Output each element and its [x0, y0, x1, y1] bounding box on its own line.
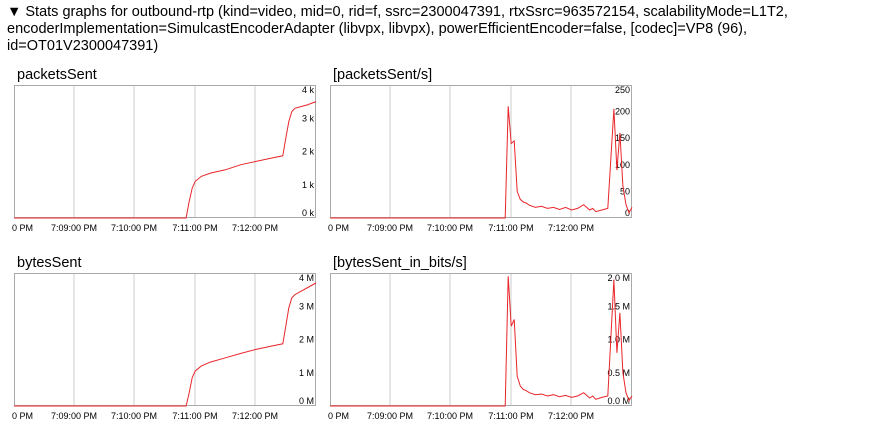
x-tick-label: 7:12:00 PM: [232, 223, 278, 233]
y-tick-label: 0.5 M: [607, 368, 630, 378]
graph-bits-sent-rate: [bytesSent_in_bits/s] 0.0 M 0.5 M 1.0 M 1.5…: [328, 255, 650, 425]
x-tick-label: 0 PM: [12, 223, 33, 233]
graph-title: [bytesSent_in_bits/s]: [333, 255, 467, 271]
x-tick-label: 7:11:00 PM: [172, 411, 217, 421]
y-tick-label: 0 M: [299, 396, 314, 406]
x-tick-label: 7:10:00 PM: [427, 411, 473, 421]
plot-frame: [14, 85, 316, 218]
chart-svg: 0 50 100 150 200 250 0 PM 7:09:00 PM 7:10:00 PM 7…: [328, 85, 633, 233]
y-tick-label: 4 M: [299, 273, 314, 283]
y-tick-label: 2.0 M: [607, 273, 630, 283]
y-tick-label: 0: [625, 208, 630, 218]
y-tick-label: 2 M: [299, 335, 314, 345]
y-tick-label: 200: [615, 107, 630, 117]
x-tick-label: 7:11:00 PM: [488, 223, 533, 233]
graph-title: bytesSent: [17, 255, 82, 271]
x-tick-label: 7:12:00 PM: [232, 411, 278, 421]
x-tick-label: 0 PM: [328, 223, 349, 233]
y-tick-label: 0 k: [302, 208, 315, 218]
graph-bytes-sent: bytesSent 0 M 1 M 2 M 3 M 4 M 0 PM 7:09:00 PM 7…: [12, 255, 334, 425]
y-tick-label: 0.0 M: [607, 396, 630, 406]
x-tick-label: 7:11:00 PM: [172, 223, 217, 233]
x-tick-label: 7:10:00 PM: [111, 223, 157, 233]
graph-title: packetsSent: [17, 67, 97, 83]
header-text: Stats graphs for outbound-rtp (kind=vide…: [7, 4, 788, 54]
graph-title: [packetsSent/s]: [333, 67, 433, 83]
chart-svg: 0 M 1 M 2 M 3 M 4 M 0 PM 7:09:00 PM 7:10:00 PM 7…: [12, 273, 317, 421]
y-tick-label: 150: [615, 133, 630, 143]
x-tick-label: 0 PM: [328, 411, 349, 421]
y-tick-label: 1.0 M: [607, 335, 630, 345]
x-tick-label: 7:09:00 PM: [367, 411, 413, 421]
collapse-triangle-icon[interactable]: ▼: [7, 4, 22, 20]
x-tick-label: 7:12:00 PM: [548, 411, 594, 421]
y-tick-label: 100: [615, 160, 630, 170]
x-tick-label: 0 PM: [12, 411, 33, 421]
chart-svg: 0.0 M 0.5 M 1.0 M 1.5 M 2.0 M 0 PM 7:09:00 PM 7…: [328, 273, 633, 421]
chart-svg: 0 k 1 k 2 k 3 k 4 k 0 PM 7:09:00 PM 7:10:00 PM 7…: [12, 85, 317, 233]
x-tick-label: 7:10:00 PM: [111, 411, 157, 421]
graph-packets-sent: packetsSent 0 k 1 k 2 k 3 k 4 k 0 PM 7:09:00 P…: [12, 67, 334, 237]
x-tick-label: 7:12:00 PM: [548, 223, 594, 233]
y-tick-label: 3 k: [302, 113, 315, 123]
y-tick-label: 1 M: [299, 368, 314, 378]
y-tick-label: 250: [615, 85, 630, 95]
x-tick-label: 7:09:00 PM: [51, 223, 97, 233]
plot-frame: [330, 85, 632, 218]
y-tick-label: 3 M: [299, 301, 314, 311]
y-tick-label: 1.5 M: [607, 301, 630, 311]
graph-packets-sent-rate: [packetsSent/s] 0 50 100 150 200 250 0 PM 7:09:…: [328, 67, 650, 237]
x-tick-label: 7:09:00 PM: [367, 223, 413, 233]
y-tick-label: 1 k: [302, 180, 315, 190]
plot-frame: [14, 273, 316, 406]
y-tick-label: 50: [620, 186, 630, 196]
y-tick-label: 4 k: [302, 85, 315, 95]
x-tick-label: 7:10:00 PM: [427, 223, 473, 233]
stats-header[interactable]: ▼ Stats graphs for outbound-rtp (kind=vi…: [7, 4, 869, 55]
series-line: [14, 282, 317, 407]
x-tick-label: 7:11:00 PM: [488, 411, 533, 421]
x-tick-label: 7:09:00 PM: [51, 411, 97, 421]
series-line: [14, 101, 317, 219]
series-line: [330, 276, 633, 407]
plot-frame: [330, 273, 632, 406]
series-line: [330, 106, 633, 219]
y-tick-label: 2 k: [302, 147, 315, 157]
